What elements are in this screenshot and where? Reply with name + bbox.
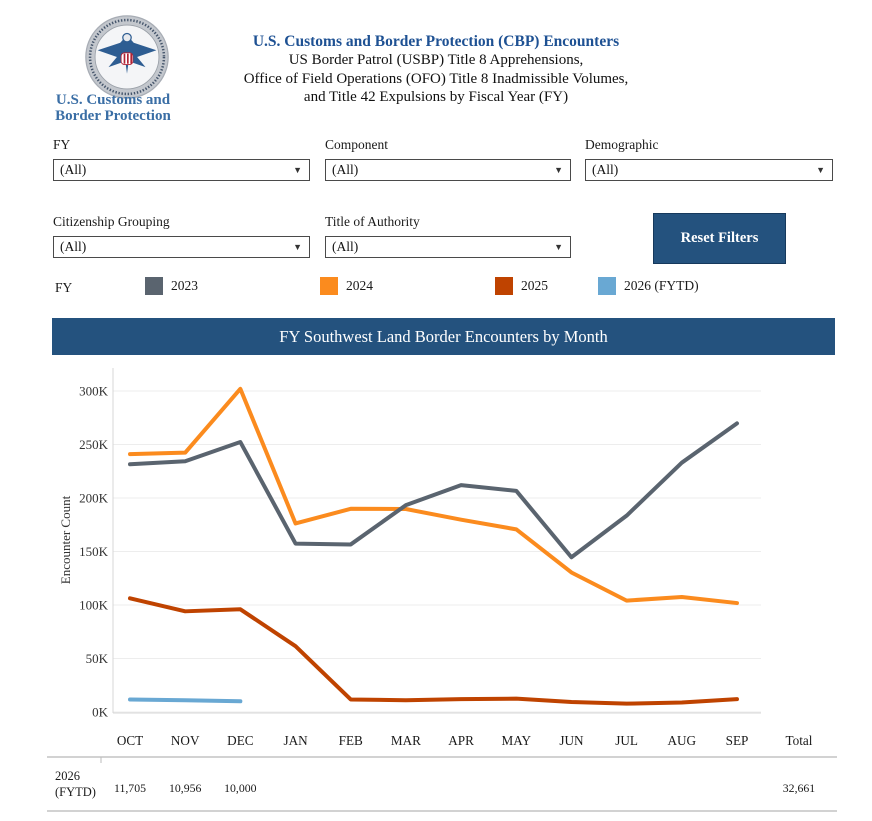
fy-filter-value: (All): [60, 162, 87, 177]
chevron-down-icon[interactable]: ▼: [816, 165, 825, 175]
chart-title-banner: FY Southwest Land Border Encounters by M…: [52, 318, 835, 355]
x-axis-label-JAN: JAN: [283, 733, 308, 748]
page-title-main: U.S. Customs and Border Protection (CBP)…: [252, 33, 620, 50]
filter-group-component: Component (All) ▼: [325, 137, 571, 181]
line-2026 (FYTD)[interactable]: [128, 697, 243, 704]
logo-wordmark-line1: U.S. Customs and: [55, 92, 171, 108]
legend-item-2025[interactable]: 2025: [495, 277, 548, 295]
line-2024[interactable]: [128, 386, 739, 606]
legend-label-2025: 2025: [521, 278, 548, 293]
component-filter-label: Component: [325, 137, 388, 152]
x-axis-label-NOV: NOV: [171, 733, 200, 748]
legend-item-2026-fytd[interactable]: 2026 (FYTD): [598, 277, 699, 295]
legend-item-2024[interactable]: 2024: [320, 277, 373, 295]
y-axis-title: Encounter Count: [58, 495, 73, 584]
line-2025[interactable]: [128, 596, 739, 706]
component-filter-value: (All): [332, 162, 359, 177]
chevron-down-icon[interactable]: ▼: [293, 165, 302, 175]
legend-label-2023: 2023: [171, 278, 198, 293]
x-axis-label-OCT: OCT: [117, 733, 143, 748]
y-axis-tick: 250K: [79, 437, 109, 452]
cbp-seal-icon: [85, 15, 169, 99]
x-axis-label-APR: APR: [448, 733, 474, 748]
logo-wordmark-line2: Border Protection: [55, 108, 171, 124]
table-cell-OCT: 11,705: [114, 781, 146, 795]
demographic-filter-dropdown[interactable]: (All) ▼: [585, 159, 833, 181]
citizenship-filter-label: Citizenship Grouping: [53, 214, 170, 229]
legend-label-2024: 2024: [346, 278, 373, 293]
filter-group-demographic: Demographic (All) ▼: [585, 137, 833, 181]
y-axis-tick: 0K: [92, 705, 109, 720]
citizenship-filter-dropdown[interactable]: (All) ▼: [53, 236, 310, 258]
fy-filter-dropdown[interactable]: (All) ▼: [53, 159, 310, 181]
table-cell-NOV: 10,956: [169, 781, 202, 795]
citizenship-filter-value: (All): [60, 239, 87, 254]
line-2023[interactable]: [128, 421, 739, 560]
chevron-down-icon[interactable]: ▼: [554, 165, 563, 175]
authority-filter-dropdown[interactable]: (All) ▼: [325, 236, 571, 258]
filter-group-fy: FY (All) ▼: [53, 137, 310, 181]
chevron-down-icon[interactable]: ▼: [554, 242, 563, 252]
x-axis-label-DEC: DEC: [227, 733, 254, 748]
legend-swatch-2026-fytd: [598, 277, 616, 295]
table-cell-total: 32,661: [783, 781, 816, 795]
filter-group-title-of-authority: Title of Authority (All) ▼: [325, 214, 571, 258]
x-axis-label-MAR: MAR: [391, 733, 421, 748]
component-filter-dropdown[interactable]: (All) ▼: [325, 159, 571, 181]
legend-swatch-2025: [495, 277, 513, 295]
demographic-filter-label: Demographic: [585, 137, 659, 152]
x-axis-label-SEP: SEP: [726, 733, 749, 748]
cbp-seal-logo: [85, 15, 169, 99]
legend-swatch-2023: [145, 277, 163, 295]
table-header-total: Total: [786, 733, 813, 748]
authority-filter-label: Title of Authority: [325, 214, 420, 229]
x-axis-label-MAY: MAY: [501, 733, 531, 748]
table-cell-DEC: 10,000: [224, 781, 257, 795]
authority-filter-value: (All): [332, 239, 359, 254]
x-axis-label-FEB: FEB: [339, 733, 363, 748]
demographic-filter-value: (All): [592, 162, 619, 177]
y-axis-tick: 50K: [86, 651, 109, 666]
x-axis-label-AUG: AUG: [668, 733, 697, 748]
fy-filter-label: FY: [53, 137, 71, 152]
legend-item-2023[interactable]: 2023: [145, 277, 198, 295]
page-subtitle-line2: Office of Field Operations (OFO) Title 8…: [243, 70, 629, 87]
y-axis-tick: 100K: [79, 598, 109, 613]
reset-filters-button[interactable]: Reset Filters: [653, 213, 786, 264]
page-subtitle-line1: US Border Patrol (USBP) Title 8 Apprehen…: [288, 52, 584, 68]
y-axis-tick: 150K: [79, 544, 109, 559]
page-subtitle-line3: and Title 42 Expulsions by Fiscal Year (…: [303, 89, 569, 105]
chevron-down-icon[interactable]: ▼: [293, 242, 302, 252]
legend-label-2026-fytd: 2026 (FYTD): [624, 278, 699, 293]
x-axis-label-JUL: JUL: [615, 733, 638, 748]
legend-swatch-2024: [320, 277, 338, 295]
filter-group-citizenship-grouping: Citizenship Grouping (All) ▼: [53, 214, 310, 258]
y-axis-tick: 300K: [79, 384, 109, 399]
x-axis-label-JUN: JUN: [559, 733, 584, 748]
table-row-label-line1: 2026: [55, 769, 80, 783]
page-title: U.S. Customs and Border Protection (CBP)…: [150, 32, 722, 107]
legend-title: FY: [55, 280, 73, 295]
table-row-label-line2: (FYTD): [55, 785, 96, 799]
y-axis-tick: 200K: [79, 491, 109, 506]
logo-wordmark: U.S. Customs and Border Protection: [33, 92, 193, 124]
